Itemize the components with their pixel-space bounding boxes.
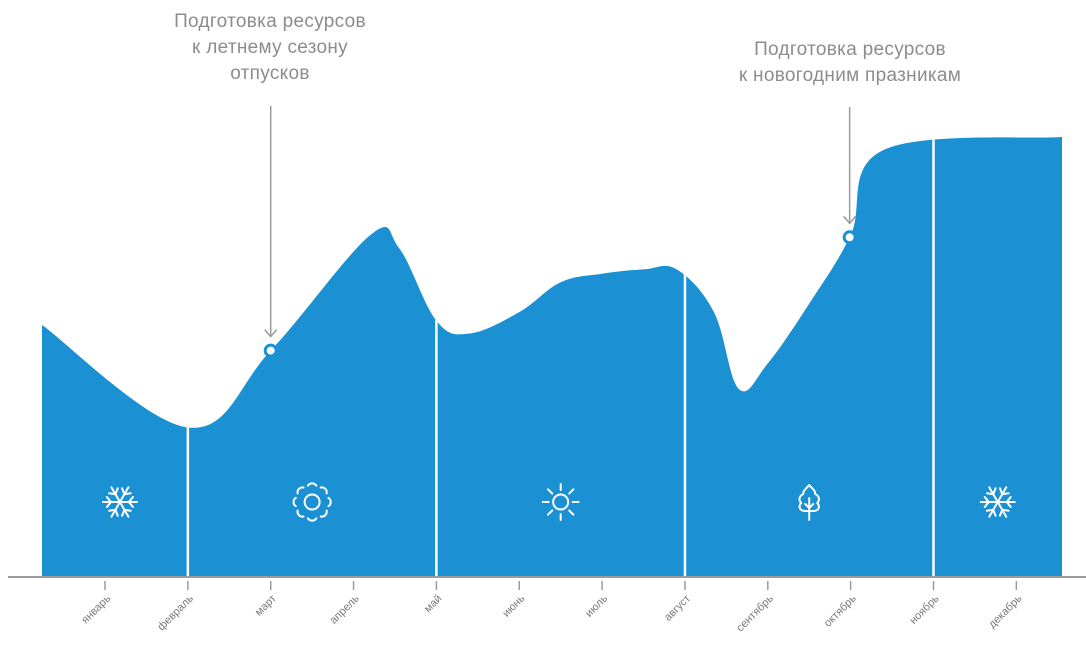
annotation-line: к летнему сезону: [192, 37, 348, 58]
annotation-marker: [263, 343, 278, 358]
annotation-line: к новогодним празникам: [738, 65, 962, 86]
sun-icon: [541, 483, 580, 521]
season-icons: [101, 482, 1016, 522]
x-tick-label: сентябрь: [734, 592, 776, 634]
annotation-marker: [842, 230, 857, 245]
snowflake-icon: [979, 486, 1016, 518]
x-tick-label: октябрь: [822, 592, 859, 629]
annotation-line: Подготовка ресурсов: [174, 11, 366, 32]
leaf-icon: [798, 484, 820, 521]
x-tick-label: январь: [79, 592, 113, 626]
flower-icon: [292, 482, 332, 522]
annotation-line: Подготовка ресурсов: [754, 39, 946, 60]
annotation-arrowhead: [264, 329, 278, 338]
area-series: [42, 137, 1062, 577]
annotation-pointers: [263, 106, 857, 358]
x-axis: январь февраль март апрель май июнь июль август…: [8, 576, 1086, 634]
annotation-arrowhead: [843, 215, 857, 225]
x-tick-label: июль: [583, 592, 610, 619]
x-tick-label: май: [422, 593, 445, 616]
x-tick-label: февраль: [155, 592, 196, 633]
x-tick-label: август: [662, 593, 693, 624]
x-tick-label: март: [253, 593, 279, 619]
area-layer: [42, 137, 1062, 577]
x-tick-label: декабрь: [986, 592, 1024, 630]
x-tick-label: ноябрь: [907, 592, 941, 626]
annotation-text: Подготовка ресурсов к летнему сезону отп…: [120, 9, 420, 87]
snowflake-icon: [101, 486, 138, 518]
x-tick-label: июнь: [500, 592, 527, 619]
annotation-text: Подготовка ресурсов к новогодним празник…: [690, 37, 1010, 89]
x-tick-label: апрель: [328, 592, 362, 626]
annotation-line: отпусков: [230, 63, 310, 84]
